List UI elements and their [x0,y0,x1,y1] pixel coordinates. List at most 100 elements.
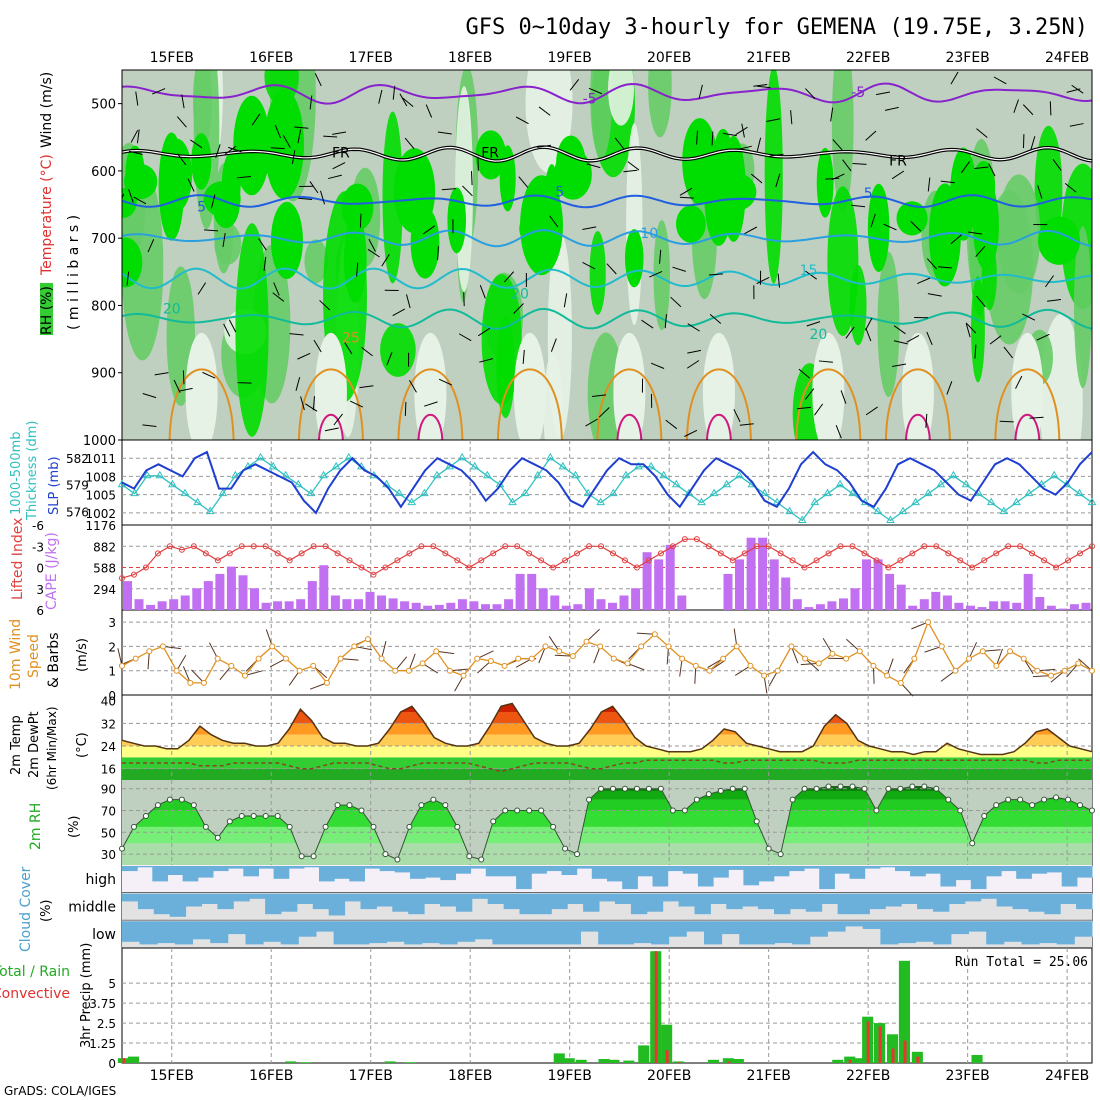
rh2m-point [202,823,209,830]
wind10-panel-labels: 10m Wind Speed & Barbs (m/s) [8,619,90,690]
thickness-point [545,452,555,461]
wind10-yunit: (m/s) [75,638,90,672]
temp-tick: 24 [101,740,116,754]
wind-barb [696,130,698,145]
cloud-level-label: middle [68,900,116,916]
precip-conv-bar [727,1061,731,1063]
li-point [801,564,808,571]
precip-conv-bar [848,1059,852,1063]
thickness-point [911,497,921,506]
rh-area [235,223,269,437]
wind10-point [337,655,344,662]
isotherm-25 [884,368,951,440]
wind-barb [709,314,722,324]
wind-barb [458,333,472,342]
cloud-bar [440,893,457,907]
cloud-bar [739,921,758,945]
wind-barb [333,413,343,426]
li-point [574,550,581,557]
wind-barb [884,106,899,111]
cape-bar [815,604,825,610]
cape-bar [515,573,525,610]
cape-bar [469,601,479,610]
contour-label: FR [481,145,499,161]
cloud-bar [137,866,153,868]
isotherm-30 [417,413,444,440]
thickness-point [621,470,631,479]
wind-barb [197,282,207,295]
cloud-bar [404,921,423,945]
precip-total-bar [285,1061,297,1063]
contour-label: -5 [583,92,597,108]
wind10-tick: 2 [108,640,116,654]
cloud-bar [265,893,282,915]
cape-bar [735,559,744,610]
cape-ylabel-li: Lifted Index [10,518,26,600]
cloud-bar [562,921,581,945]
wind-barb [927,293,942,297]
wind-barb [518,176,529,188]
isotherm-25 [994,368,1061,440]
wind-barb [679,196,694,199]
rh2m-point [454,823,461,830]
wind-barb [272,292,285,302]
precip-total-bar [598,1059,610,1063]
wind-barb [349,400,364,408]
cloud-bar [197,866,214,878]
wind10-barb [1066,663,1079,678]
thickness-point [331,461,341,470]
cloud-bar [288,866,305,869]
wind10-point [1007,648,1014,655]
rh2m-tick: 90 [101,783,116,797]
cape-bar [504,599,514,610]
li-point [190,543,197,550]
cape-bar [896,584,906,610]
wind-barb [950,234,962,245]
rh2m-point [274,812,281,819]
temp-band [122,746,1092,758]
isotherm-15 [122,267,1092,290]
cloud-bar [910,866,926,877]
rh2m-point [1029,802,1036,809]
rh2m-point [849,783,856,790]
cloud-bar [137,893,155,910]
thickness-point [596,497,606,506]
wind10-barb [422,663,439,674]
cloud-bar [580,921,599,932]
wind-barb [891,170,905,180]
wind-barb [537,144,552,148]
wind10-point [474,655,481,662]
li-point [310,543,317,550]
rh2m-point [418,802,425,809]
wind10-point [815,660,822,667]
wind10-point [692,662,699,669]
wind-barb [586,163,601,169]
precip-tick: 3.75 [89,997,116,1011]
thickness-point [1087,497,1097,506]
thickness-point [684,488,694,497]
li-point [1089,543,1095,550]
wind-barb [818,360,833,363]
thickness-point [697,497,706,506]
wind-barb [870,213,876,228]
cape-tick: 294 [93,583,116,597]
cloud-bar [651,921,670,945]
rh2m-point [394,856,401,863]
cape-bar [1069,604,1079,610]
precip-total-bar [127,1056,139,1063]
bottom-date-labels: 15FEB 16FEB 17FEB 18FEB 19FEB 20FEB 21FEB 22FEB… [150,1068,1090,1084]
wind-barb [463,292,465,307]
rh2m-point [1041,796,1048,803]
rh2m-point [609,785,616,792]
cape-bar [192,588,202,610]
rh-area [867,183,890,273]
wind-barb [425,104,433,118]
contour-label: 5 [555,184,564,200]
cape-bar [330,595,340,610]
precip-yunit: 3hr Precip (mm) [79,943,94,1048]
cloud-bar [351,921,370,945]
cloud-bar [637,866,653,877]
wind-barb [865,406,878,416]
thickness-point [734,470,744,479]
cape-bar [123,581,132,610]
